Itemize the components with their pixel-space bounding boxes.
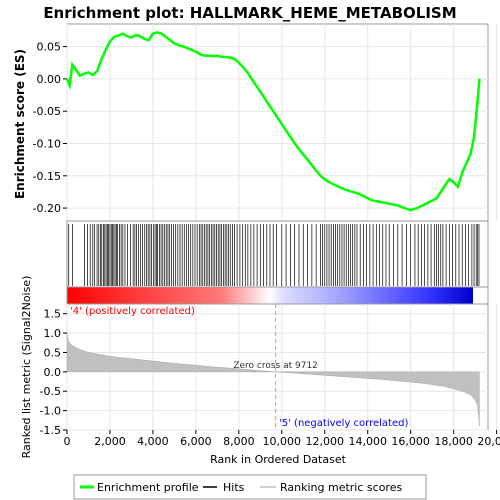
legend-label-enrichment-profile: Enrichment profile: [97, 481, 199, 494]
es-y-tick-label: -0.05: [33, 105, 61, 118]
ranked-y-tick-label: -1.5: [40, 424, 61, 437]
rank-color-bar: [66, 286, 489, 305]
legend-label-hits: Hits: [223, 481, 245, 494]
chart-title: Enrichment plot: HALLMARK_HEME_METABOLIS…: [43, 4, 456, 22]
ranked-y-tick-label: -1.0: [40, 405, 61, 418]
ranked-panel: Zero cross at 9712 '4' (positively corre…: [20, 276, 498, 459]
ranked-y-tick-label: 0.5: [44, 346, 62, 359]
negative-correlation-label: '5' (negatively correlated): [279, 418, 408, 429]
x-tick-label: 18,000: [434, 435, 473, 448]
enrichment-profile-line: [65, 31, 481, 212]
x-tick-label: 12,000: [306, 435, 345, 448]
ranked-y-axis: 1.5 1.0 0.5 0.0 -0.5 -1.0 -1.5: [40, 308, 67, 437]
ranked-grid: [66, 304, 498, 431]
ranked-y-tick-label: -0.5: [40, 385, 61, 398]
x-tick-label: 10,000: [263, 435, 302, 448]
es-y-axis-label: Enrichment score (ES): [13, 49, 27, 199]
es-y-tick-label: 0.05: [37, 41, 62, 54]
ranking-metric-area: [66, 333, 480, 427]
x-tick-label: 6,000: [180, 435, 212, 448]
ranked-y-tick-label: 1.0: [44, 327, 62, 340]
legend-label-ranking-metric: Ranking metric scores: [280, 481, 402, 494]
rank-color-bar-gradient: [67, 287, 473, 304]
hits-markers: [68, 224, 480, 286]
es-grid: [66, 24, 498, 221]
x-tick-label: 8,000: [223, 435, 255, 448]
ranked-y-axis-label: Ranked list metric (Signal2Noise): [20, 276, 33, 459]
legend: Enrichment profile Hits Ranking metric s…: [73, 474, 427, 500]
es-y-tick-label: -0.20: [33, 202, 61, 215]
legend-box: [73, 474, 427, 500]
x-tick-label: 20,000: [477, 435, 500, 448]
ranked-y-tick-label: 0.0: [44, 366, 62, 379]
x-axis-label: Rank in Ordered Dataset: [210, 453, 347, 466]
x-tick-label: 0: [64, 435, 71, 448]
es-panel: 0.05 0.00 -0.05 -0.10 -0.15 -0.20 Enrichment …: [13, 23, 498, 222]
x-tick-label: 2,000: [94, 435, 126, 448]
hits-panel: [66, 220, 489, 288]
x-tick-label: 4,000: [137, 435, 169, 448]
x-tick-label: 16,000: [391, 435, 430, 448]
x-tick-label: 14,000: [348, 435, 387, 448]
es-y-axis: 0.05 0.00 -0.05 -0.10 -0.15 -0.20: [33, 41, 67, 215]
zero-cross-label: Zero cross at 9712: [233, 361, 318, 371]
es-y-tick-label: 0.00: [37, 73, 62, 86]
positive-correlation-label: '4' (positively correlated): [70, 306, 195, 317]
hits-panel-frame: [66, 220, 489, 288]
es-y-tick-label: -0.10: [33, 137, 61, 150]
es-panel-frame: [66, 23, 489, 222]
ranked-y-tick-label: 1.5: [44, 308, 62, 321]
x-axis: 0 2,000 4,000 6,000 8,000 10,000 12,000 14,000 1…: [64, 430, 500, 448]
es-y-tick-label: -0.15: [33, 170, 61, 183]
